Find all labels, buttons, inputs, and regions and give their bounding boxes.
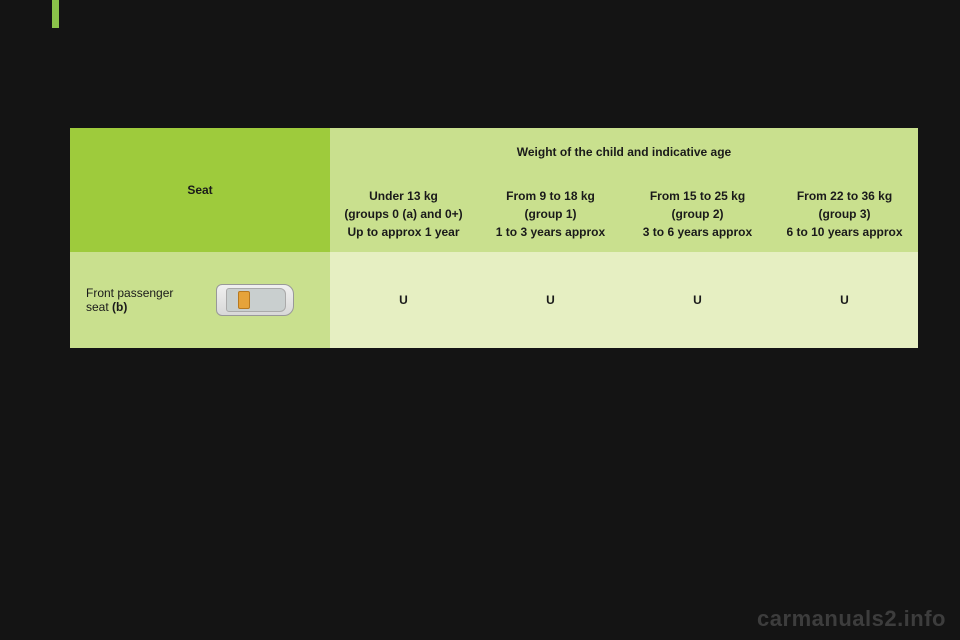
- col-title: From 9 to 18 kg: [506, 189, 595, 203]
- col-title: From 15 to 25 kg: [650, 189, 745, 203]
- col-line2a: (groups 0: [344, 207, 402, 221]
- table: Seat Weight of the child and indicative …: [70, 128, 918, 348]
- col-title: Under 13 kg: [369, 189, 438, 203]
- seat-header: Seat: [70, 128, 330, 252]
- col-line3: 3 to 6 years approx: [643, 225, 752, 239]
- col-22-36: From 22 to 36 kg (group 3) 6 to 10 years…: [771, 176, 918, 252]
- weight-header: Weight of the child and indicative age: [330, 128, 918, 176]
- row-label-b: seat: [86, 300, 112, 314]
- col-line2c: and 0+): [417, 207, 463, 221]
- col-line3: 1 to 3 years approx: [496, 225, 605, 239]
- col-line2: (group 2): [672, 207, 724, 221]
- row-label-a: Front passenger: [86, 286, 173, 300]
- col-line3: Up to approx 1 year: [347, 225, 459, 239]
- row-value: U: [477, 252, 624, 348]
- row-value: U: [771, 252, 918, 348]
- col-9-18: From 9 to 18 kg (group 1) 1 to 3 years a…: [477, 176, 624, 252]
- child-seat-table: Seat Weight of the child and indicative …: [70, 128, 918, 348]
- table-header-row-1: Seat Weight of the child and indicative …: [70, 128, 918, 176]
- col-line2: (group 1): [525, 207, 577, 221]
- row-label-c: (b): [112, 300, 127, 314]
- row-diagram-cell: [180, 252, 330, 348]
- row-label: Front passenger seat (b): [70, 252, 180, 348]
- col-title: From 22 to 36 kg: [797, 189, 892, 203]
- col-line2b: (a): [402, 207, 417, 221]
- col-line2: (group 3): [819, 207, 871, 221]
- col-15-25: From 15 to 25 kg (group 2) 3 to 6 years …: [624, 176, 771, 252]
- table-row: Front passenger seat (b) U U U U: [70, 252, 918, 348]
- col-line3: 6 to 10 years approx: [786, 225, 902, 239]
- car-icon: [212, 278, 298, 322]
- watermark: carmanuals2.info: [757, 606, 946, 632]
- row-value: U: [624, 252, 771, 348]
- row-value: U: [330, 252, 477, 348]
- accent-bar: [52, 0, 59, 28]
- col-under-13: Under 13 kg (groups 0 (a) and 0+) Up to …: [330, 176, 477, 252]
